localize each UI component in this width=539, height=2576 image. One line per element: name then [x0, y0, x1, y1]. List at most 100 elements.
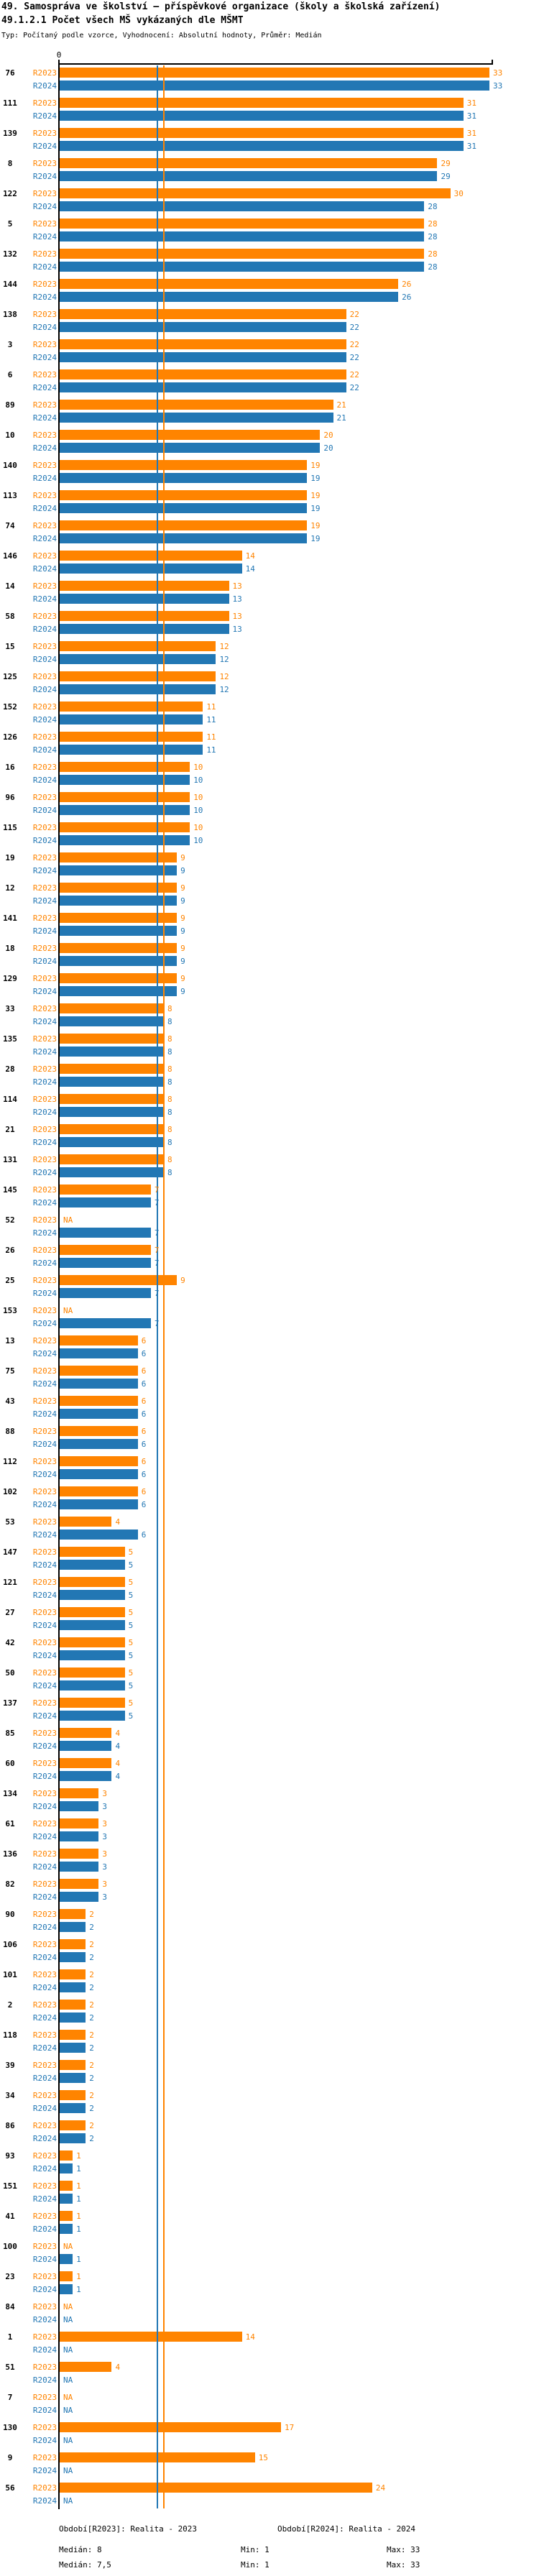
bar-r2023	[60, 1003, 164, 1013]
value-label-r2024: 13	[232, 625, 242, 634]
category-id-label: 52	[5, 1215, 15, 1225]
series-label-r2024: R2024	[32, 172, 57, 181]
series-label-r2023: R2023	[32, 1155, 57, 1164]
x-axis-end-tick	[492, 60, 493, 64]
series-label-r2024: R2024	[32, 474, 57, 483]
x-axis-line	[59, 63, 493, 65]
category-id-label: 82	[5, 1880, 15, 1889]
value-label-r2023: 30	[453, 189, 464, 198]
category-id-label: 2	[7, 2000, 13, 2010]
bar-r2023	[60, 1124, 164, 1134]
bar-r2023	[60, 581, 229, 591]
series-label-r2023: R2023	[32, 883, 57, 893]
series-label-r2023: R2023	[32, 944, 57, 953]
category-id-label: 60	[5, 1759, 15, 1768]
category-id-label: 153	[3, 1306, 17, 1315]
bar-r2024	[60, 1831, 99, 1841]
bar-r2024	[60, 654, 216, 664]
value-label-r2023: 6	[141, 1487, 147, 1496]
series-label-r2023: R2023	[32, 551, 57, 561]
bar-r2023	[60, 2120, 86, 2130]
na-label-r2024: NA	[63, 2436, 73, 2445]
bar-r2023	[60, 1939, 86, 1949]
value-label-r2023: 2	[89, 2091, 94, 2100]
value-label-r2024: 21	[336, 413, 346, 423]
value-label-r2024: 14	[245, 564, 255, 574]
bar-r2024	[60, 111, 464, 121]
series-label-r2023: R2023	[32, 2423, 57, 2432]
bar-r2024	[60, 1922, 86, 1932]
series-label-r2023: R2023	[32, 400, 57, 410]
bar-r2023	[60, 2362, 112, 2372]
bar-r2024	[60, 775, 190, 785]
bar-r2024	[60, 1680, 125, 1690]
value-label-r2024: 5	[128, 1560, 134, 1570]
median-line-r2023	[162, 65, 165, 2508]
bar-r2024	[60, 1439, 138, 1449]
value-label-r2023: 1	[76, 2212, 81, 2221]
bar-r2023	[60, 913, 178, 923]
series-label-r2024: R2024	[32, 111, 57, 121]
value-label-r2024: 26	[402, 293, 412, 302]
bar-r2023	[60, 732, 203, 742]
value-label-r2024: 22	[349, 323, 359, 332]
bar-r2024	[60, 1016, 164, 1026]
value-label-r2024: 2	[89, 2043, 94, 2053]
series-label-r2023: R2023	[32, 1487, 57, 1496]
series-label-r2024: R2024	[32, 262, 57, 272]
value-label-r2023: 29	[441, 159, 451, 168]
category-id-label: 134	[3, 1789, 17, 1798]
category-id-label: 126	[3, 732, 17, 742]
bar-r2023	[60, 1517, 112, 1527]
category-id-label: 18	[5, 944, 15, 953]
series-label-r2023: R2023	[32, 340, 57, 349]
value-label-r2024: 1	[76, 2194, 81, 2204]
bar-r2023	[60, 2271, 73, 2281]
bar-r2024	[60, 2284, 73, 2294]
category-id-label: 122	[3, 189, 17, 198]
bar-r2023	[60, 551, 242, 561]
series-label-r2023: R2023	[32, 1366, 57, 1376]
category-id-label: 135	[3, 1034, 17, 1044]
value-label-r2023: 28	[428, 249, 438, 259]
bar-r2023	[60, 400, 333, 410]
value-label-r2023: 22	[349, 310, 359, 319]
bar-r2024	[60, 2073, 86, 2083]
bar-r2024	[60, 171, 438, 181]
bar-r2024	[60, 564, 242, 574]
bar-r2024	[60, 1560, 125, 1570]
category-id-label: 6	[7, 370, 13, 380]
bar-r2023	[60, 520, 308, 530]
category-id-label: 16	[5, 763, 15, 772]
series-label-r2023: R2023	[32, 1095, 57, 1104]
category-id-label: 41	[5, 2212, 15, 2221]
value-label-r2024: 7	[154, 1289, 160, 1298]
series-label-r2023: R2023	[32, 1849, 57, 1859]
value-label-r2023: 9	[180, 1276, 185, 1285]
value-label-r2024: 7	[154, 1319, 160, 1328]
series-label-r2024: R2024	[32, 1289, 57, 1298]
y-axis-line	[58, 60, 60, 2509]
value-label-r2024: 8	[167, 1047, 172, 1057]
series-label-r2023: R2023	[32, 1276, 57, 1285]
series-label-r2024: R2024	[32, 2315, 57, 2324]
series-label-r2024: R2024	[32, 2043, 57, 2053]
series-label-r2023: R2023	[32, 1638, 57, 1647]
value-label-r2023: 10	[193, 823, 203, 832]
value-label-r2023: 5	[128, 1668, 134, 1678]
category-id-label: 144	[3, 280, 17, 289]
bar-r2024	[60, 1046, 164, 1057]
category-id-label: 151	[3, 2181, 17, 2191]
bar-r2023	[60, 279, 399, 289]
bar-r2023	[60, 2181, 73, 2191]
series-label-r2024: R2024	[32, 1409, 57, 1419]
series-label-r2024: R2024	[32, 1681, 57, 1690]
legend-r2024: Období[R2024]: Realita - 2024	[277, 2524, 416, 2534]
value-label-r2023: 6	[141, 1457, 147, 1466]
category-id-label: 1	[7, 2332, 13, 2342]
series-label-r2023: R2023	[32, 219, 57, 229]
value-label-r2024: 4	[115, 1742, 121, 1751]
value-label-r2023: 13	[232, 581, 242, 591]
value-label-r2024: 2	[89, 2104, 94, 2113]
value-label-r2024: 28	[428, 262, 438, 272]
